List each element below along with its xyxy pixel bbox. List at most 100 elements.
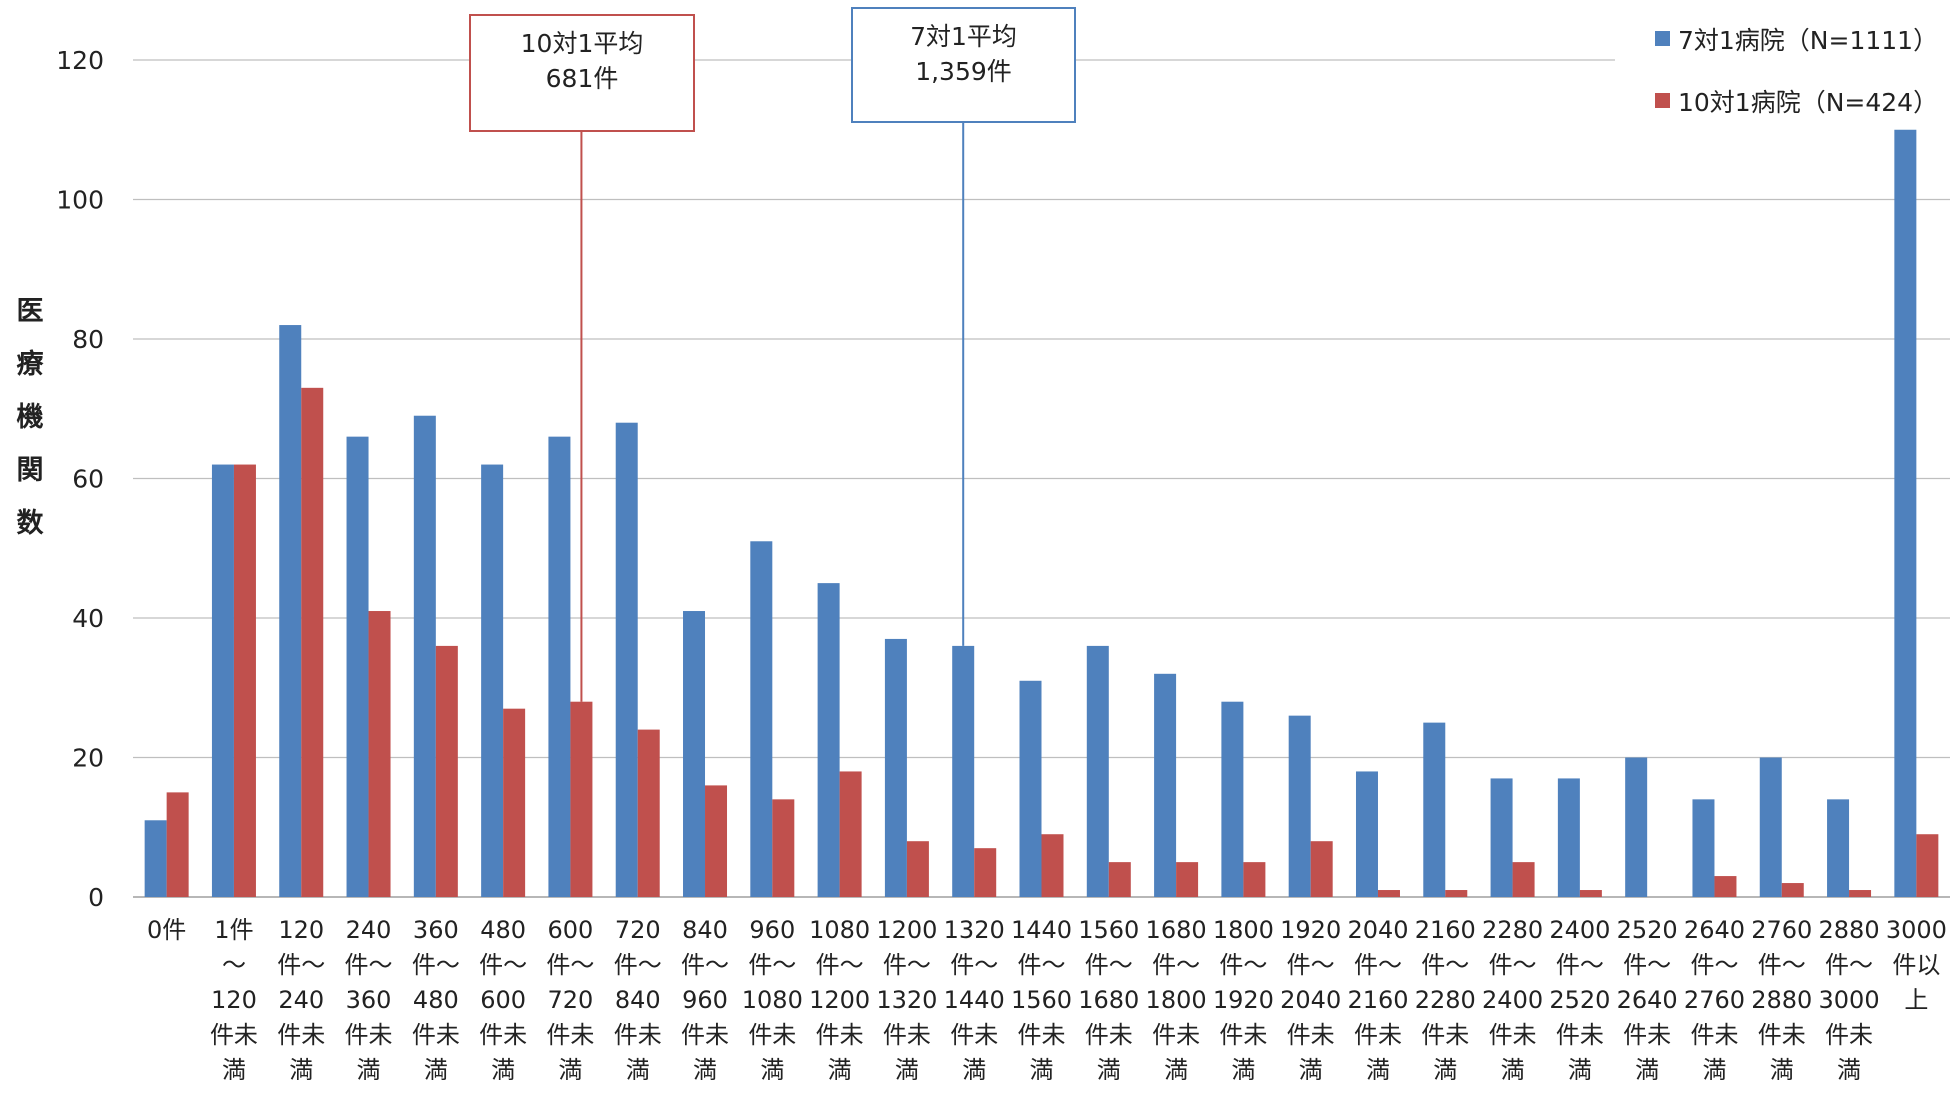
y-axis-title-char: 数 (17, 508, 45, 539)
bar (683, 611, 706, 897)
bar (772, 799, 795, 897)
x-tick-label: 件未 (1690, 1021, 1738, 1049)
bar (615, 422, 638, 897)
x-tick-label: 120 (211, 986, 257, 1014)
x-tick-label: 2160 (1415, 916, 1476, 944)
x-tick-label: 件未 (277, 1021, 325, 1049)
bar (1512, 862, 1535, 897)
x-axis: 0件 1件 ～ 120 件未満 120 件～ 240 件未満 240 件～ 360 件未満 360 件～ 48… (147, 916, 1947, 1084)
x-tick-label: 件未 (1152, 1021, 1200, 1049)
x-tick-label: 件未 (1421, 1021, 1469, 1049)
bar (211, 464, 234, 897)
annotations: 10対1平均 681件 7対1平均 1,359件 (469, 7, 1076, 702)
x-tick-label: 2520 (1549, 986, 1610, 1014)
x-tick-label: 件未 (1556, 1021, 1604, 1049)
bar (1714, 876, 1737, 897)
x-tick-label: 件～ (479, 951, 527, 979)
x-tick-label: 件～ (1152, 951, 1200, 979)
x-tick-label: 満 (1433, 1056, 1457, 1084)
x-tick-label: 2880 (1819, 916, 1880, 944)
x-tick-label: 件～ (412, 951, 460, 979)
x-tick-label: 件未 (748, 1021, 796, 1049)
x-tick-label: 件～ (1018, 951, 1066, 979)
x-tick-label: 1800 (1146, 986, 1207, 1014)
x-tick-label: 件～ (681, 951, 729, 979)
x-tick-label: 3000 (1819, 986, 1880, 1014)
x-tick-label: 1560 (1078, 916, 1139, 944)
x-tick-label: 件未 (1489, 1021, 1537, 1049)
bar (1557, 778, 1580, 897)
x-tick-label: 件未 (546, 1021, 594, 1049)
x-tick-label: 件～ (748, 951, 796, 979)
x-tick-label: 満 (1770, 1056, 1794, 1084)
x-tick-label: 満 (1030, 1056, 1054, 1084)
x-tick-label: 件～ (1421, 951, 1469, 979)
x-tick-label: 1800 (1213, 916, 1274, 944)
y-tick-label: 60 (72, 465, 104, 494)
x-tick-label: 2400 (1549, 916, 1610, 944)
x-tick-label: 2040 (1280, 986, 1341, 1014)
x-tick-label: 満 (1299, 1056, 1323, 1084)
x-tick-label: 2280 (1482, 916, 1543, 944)
x-tick-label: 件未 (950, 1021, 998, 1049)
annotation-text: 10対1平均 (521, 29, 644, 58)
x-tick-label: 満 (357, 1056, 381, 1084)
x-tick-label: 件未 (614, 1021, 662, 1049)
x-tick-label: 2640 (1617, 986, 1678, 1014)
bar (1355, 771, 1378, 897)
bar (1916, 834, 1939, 897)
x-tick-label: ～ (222, 951, 246, 979)
bar (1692, 799, 1715, 897)
x-tick-label: 件～ (1623, 951, 1671, 979)
x-tick-label: 件未 (210, 1021, 258, 1049)
legend-swatch (1655, 31, 1670, 46)
x-tick-label: 満 (1635, 1056, 1659, 1084)
x-tick-label: 満 (1568, 1056, 1592, 1084)
legend-background (1615, 18, 1955, 123)
bar (1827, 799, 1850, 897)
x-tick-label: 960 (749, 916, 795, 944)
x-tick-label: 600 (548, 916, 594, 944)
x-tick-label: 2640 (1684, 916, 1745, 944)
bar (1086, 645, 1109, 897)
x-tick-label: 件～ (1758, 951, 1806, 979)
y-axis-title-char: 機 (17, 402, 44, 433)
bar (1894, 129, 1917, 897)
annotation-text: 1,359件 (915, 57, 1012, 86)
x-tick-label: 満 (424, 1056, 448, 1084)
x-tick-label: 満 (222, 1056, 246, 1084)
y-tick-label: 100 (56, 186, 104, 215)
bar (1781, 883, 1804, 897)
bar (1625, 757, 1648, 897)
bar (884, 638, 907, 897)
x-tick-label: 2520 (1617, 916, 1678, 944)
bar (817, 583, 840, 897)
bar (368, 611, 391, 897)
bar (974, 848, 997, 897)
x-tick-label: 1件 (214, 916, 253, 944)
bar (1579, 890, 1602, 897)
x-tick-label: 3000 (1886, 916, 1947, 944)
x-tick-label: 2880 (1751, 986, 1812, 1014)
x-tick-label: 240 (278, 986, 324, 1014)
annotation-box (469, 14, 695, 132)
x-tick-label: 件～ (1825, 951, 1873, 979)
x-tick-label: 1320 (876, 986, 937, 1014)
x-tick-label: 2400 (1482, 986, 1543, 1014)
y-axis-title-char: 関 (17, 455, 44, 486)
bar (705, 785, 728, 897)
x-tick-label: 満 (828, 1056, 852, 1084)
bar (346, 436, 369, 897)
y-axis-title-char: 療 (17, 349, 45, 380)
x-tick-label: 件～ (883, 951, 931, 979)
bar (637, 729, 660, 897)
bar (301, 387, 324, 897)
bar (1423, 722, 1446, 897)
y-tick-label: 80 (72, 325, 104, 354)
x-tick-label: 件～ (546, 951, 594, 979)
legend: 7対1病院（N=1111） 10対1病院（N=424） (1615, 18, 1955, 123)
bar (1288, 715, 1311, 897)
x-tick-label: 360 (346, 986, 392, 1014)
y-tick-label: 0 (88, 883, 104, 912)
x-tick-label: 件～ (277, 951, 325, 979)
